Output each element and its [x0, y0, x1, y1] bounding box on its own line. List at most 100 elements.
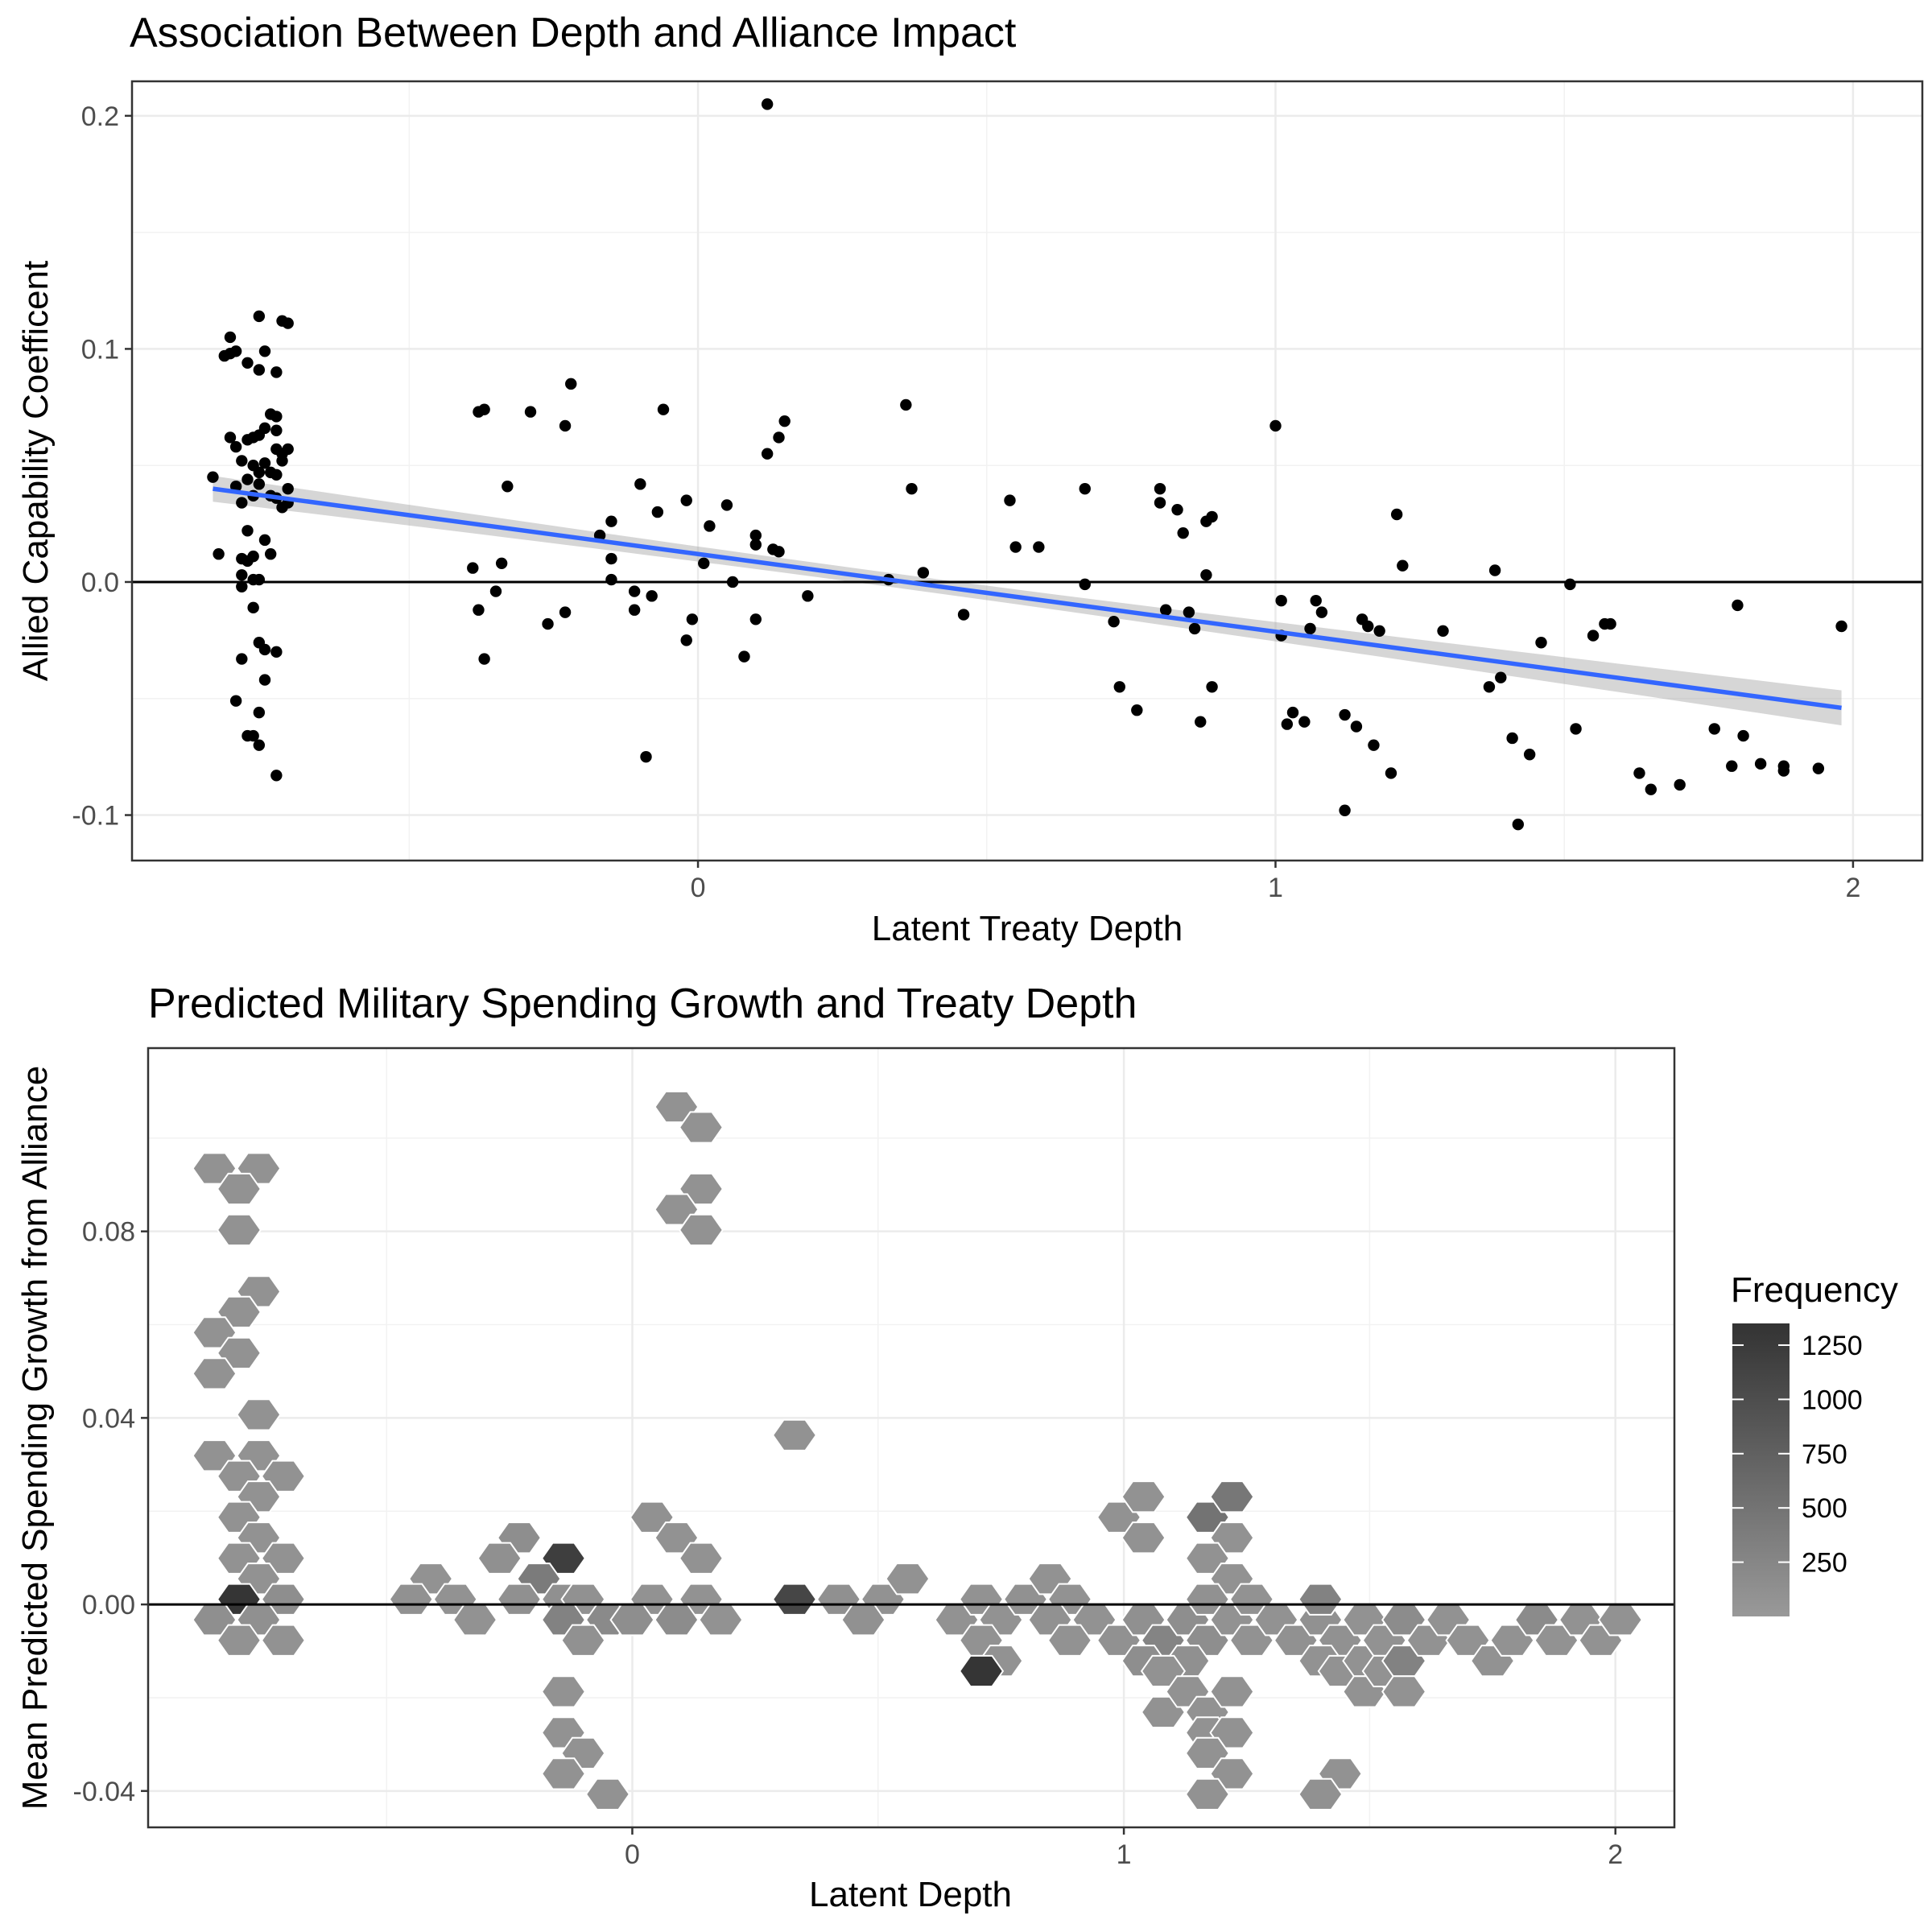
- data-point: [247, 550, 259, 563]
- chart-title: Association Between Depth and Alliance I…: [130, 10, 1017, 56]
- data-point: [773, 546, 785, 558]
- data-point: [749, 613, 762, 625]
- x-axis-label: Latent Depth: [809, 1875, 1012, 1914]
- data-point: [628, 585, 641, 597]
- data-point: [698, 557, 710, 570]
- data-point: [1154, 482, 1166, 495]
- hex-bin: [1046, 1624, 1093, 1657]
- hex-bin: [1184, 1777, 1230, 1810]
- data-point: [1512, 818, 1525, 831]
- data-point: [1835, 620, 1847, 633]
- data-point: [1373, 625, 1385, 637]
- data-point: [236, 497, 248, 509]
- data-point: [229, 695, 242, 707]
- data-point: [236, 569, 248, 581]
- data-point: [213, 548, 225, 560]
- hex-bin: [1184, 1542, 1230, 1575]
- data-point: [270, 366, 283, 378]
- data-point: [802, 590, 814, 602]
- data-point: [651, 506, 664, 518]
- data-point: [778, 415, 791, 427]
- data-point: [1339, 708, 1351, 721]
- data-point: [628, 604, 641, 616]
- hex-bin: [477, 1542, 522, 1575]
- data-point: [236, 580, 248, 592]
- data-point: [1708, 723, 1720, 735]
- data-point: [270, 411, 283, 423]
- hex-bin: [584, 1777, 631, 1810]
- data-point: [1339, 804, 1351, 816]
- data-point: [1633, 767, 1645, 779]
- data-point: [1645, 783, 1657, 795]
- x-tick-label: 0: [625, 1839, 640, 1870]
- x-tick-label: 0: [691, 873, 706, 903]
- hex-bin: [1298, 1777, 1344, 1810]
- data-point: [258, 345, 271, 357]
- data-point: [749, 529, 762, 542]
- data-point: [646, 590, 658, 602]
- hex-bin: [192, 1316, 237, 1349]
- data-point: [1206, 681, 1218, 693]
- data-point: [1113, 681, 1125, 693]
- data-point: [1362, 620, 1374, 633]
- legend-tick-label: 500: [1802, 1493, 1847, 1524]
- data-point: [224, 431, 237, 444]
- data-point: [1183, 606, 1195, 618]
- legend-tick-label: 1000: [1802, 1385, 1863, 1415]
- hex-bin: [540, 1675, 587, 1708]
- data-point: [1350, 720, 1363, 733]
- data-point: [1159, 604, 1172, 616]
- data-point: [605, 552, 617, 565]
- data-point: [1200, 569, 1212, 581]
- data-point: [247, 601, 259, 614]
- data-point: [1206, 510, 1218, 523]
- hex-bin: [771, 1418, 818, 1451]
- y-tick-label: 0.1: [81, 334, 119, 365]
- data-point: [1674, 778, 1686, 791]
- data-point: [270, 469, 283, 481]
- data-point: [1754, 758, 1767, 770]
- hex-bin: [885, 1563, 931, 1596]
- data-point: [258, 534, 271, 547]
- data-point: [1188, 622, 1201, 635]
- data-point: [242, 473, 254, 485]
- data-point: [1570, 723, 1582, 735]
- data-point: [1732, 599, 1744, 612]
- data-points: [207, 98, 1847, 831]
- data-point: [773, 431, 785, 444]
- y-tick-label: -0.04: [73, 1777, 136, 1807]
- data-point: [258, 457, 271, 469]
- data-point: [242, 525, 254, 537]
- hex-bin: [260, 1624, 307, 1657]
- legend-tick-label: 250: [1802, 1548, 1847, 1579]
- x-axis-ticks: 0 1 2: [625, 1827, 1623, 1870]
- data-point: [1079, 482, 1091, 495]
- hex-bins: [192, 1090, 1643, 1810]
- data-point: [1535, 637, 1547, 649]
- data-point: [1310, 594, 1322, 607]
- plot-background: [148, 1048, 1674, 1827]
- y-axis-ticks: -0.04 0.00 0.04 0.08: [73, 1217, 148, 1807]
- hex-bin: [560, 1624, 606, 1657]
- data-point: [542, 617, 554, 630]
- data-point: [207, 471, 219, 483]
- data-point: [1131, 704, 1143, 716]
- data-point: [224, 331, 237, 344]
- legend-tick-label: 750: [1802, 1439, 1847, 1470]
- data-point: [242, 357, 254, 369]
- hex-bin: [1140, 1654, 1187, 1688]
- fit-line: [213, 486, 1842, 711]
- data-point: [258, 422, 271, 435]
- data-point: [957, 609, 970, 621]
- hex-bin: [1298, 1583, 1344, 1616]
- data-point: [1154, 497, 1166, 509]
- y-axis-ticks: -0.1 0.0 0.1 0.2: [72, 101, 132, 832]
- data-point: [1304, 622, 1316, 635]
- data-point: [1523, 749, 1536, 761]
- chart-title: Predicted Military Spending Growth and T…: [148, 980, 1137, 1027]
- hex-bin: [1121, 1521, 1166, 1554]
- data-point: [276, 455, 288, 467]
- hex-bin: [1209, 1480, 1255, 1513]
- legend-ticks: 1250 1000 750 500 250: [1732, 1331, 1863, 1579]
- hex-bin: [1184, 1501, 1230, 1534]
